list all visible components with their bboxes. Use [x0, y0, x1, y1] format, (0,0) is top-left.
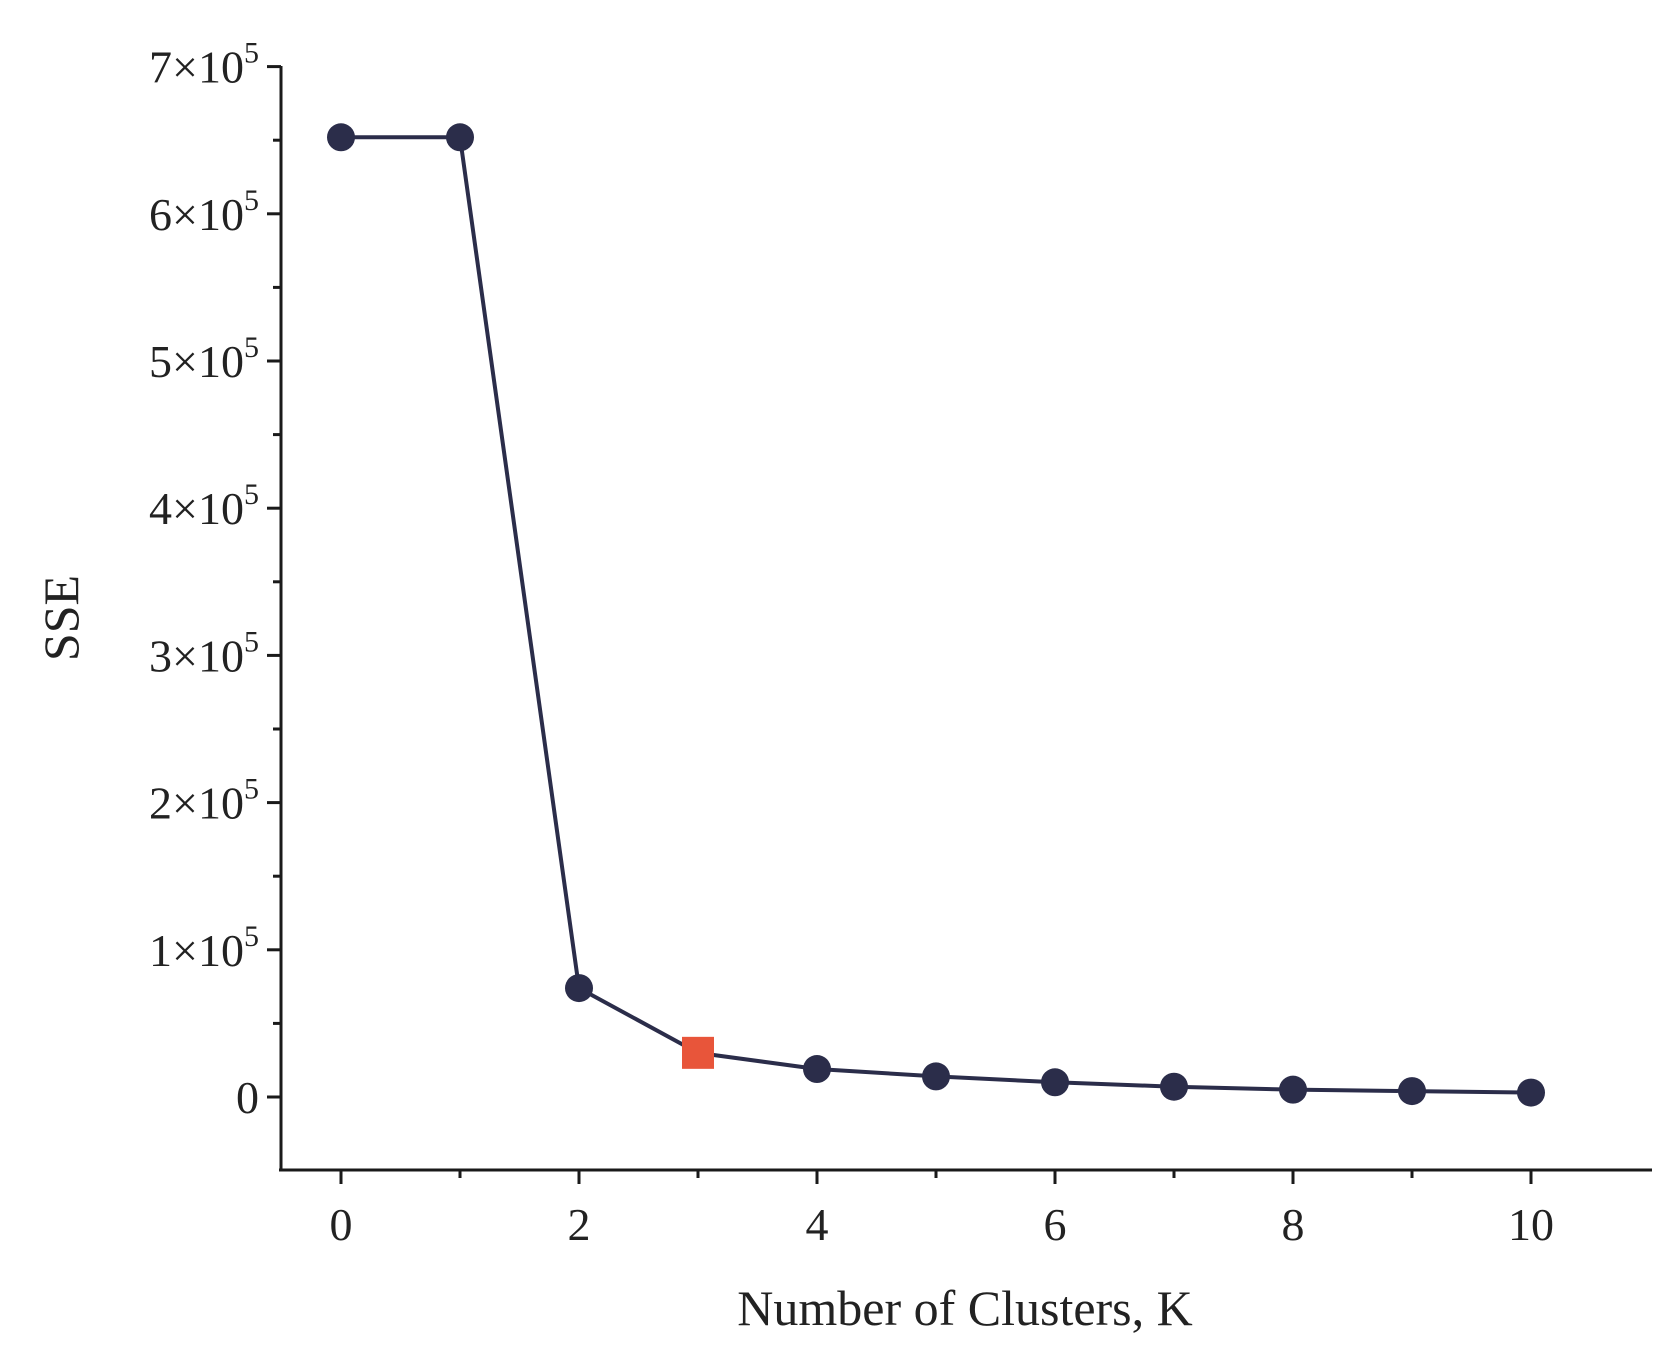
data-point — [803, 1055, 831, 1084]
x-tick-label: 6 — [1044, 1199, 1067, 1250]
y-tick-label: 5×105 — [149, 331, 259, 387]
y-tick-label: 3×105 — [149, 625, 259, 681]
highlight-point — [682, 1036, 714, 1069]
data-point — [1398, 1077, 1426, 1106]
x-tick-label: 4 — [806, 1199, 829, 1250]
x-ticks: 0 2 4 6 8 10 — [330, 1170, 1554, 1250]
data-point — [1160, 1072, 1188, 1101]
series-layer — [327, 123, 1545, 1107]
x-tick-label: 0 — [330, 1199, 353, 1250]
x-tick-label: 10 — [1508, 1199, 1554, 1250]
y-ticks: 0 1×105 2×105 3×105 4×105 5×105 6×105 7×105 — [149, 37, 281, 1123]
series-line — [341, 135, 1532, 1095]
data-point — [922, 1062, 950, 1091]
y-tick-label: 7×105 — [149, 37, 259, 93]
data-point — [327, 123, 355, 152]
data-point — [565, 974, 593, 1003]
data-point — [446, 123, 474, 152]
y-tick-label: 4×105 — [149, 478, 259, 534]
y-axis-title: SSE — [33, 575, 89, 661]
data-point — [1517, 1078, 1545, 1107]
axes — [279, 66, 1652, 1172]
y-tick-label: 6×105 — [149, 184, 259, 240]
x-axis-title: Number of Clusters, K — [737, 1280, 1193, 1336]
data-point — [1041, 1068, 1069, 1097]
y-tick-label: 0 — [236, 1072, 259, 1123]
data-point — [1279, 1075, 1307, 1104]
x-tick-label: 8 — [1282, 1199, 1305, 1250]
y-tick-label: 2×105 — [149, 773, 259, 829]
y-tick-label: 1×105 — [149, 920, 259, 976]
x-tick-label: 2 — [568, 1199, 591, 1250]
